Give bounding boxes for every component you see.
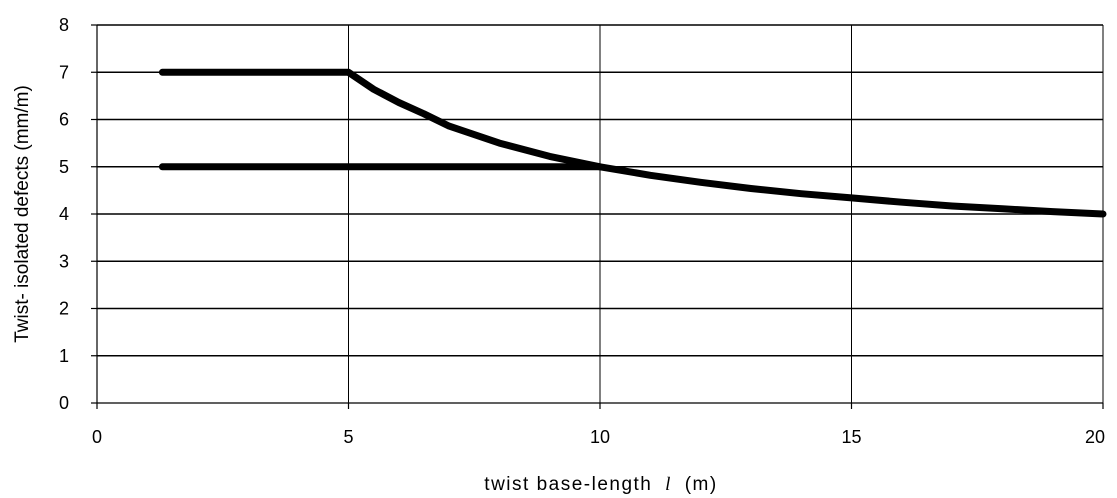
y-tick-label-8: 8 [59, 15, 69, 35]
x-tick-label-0: 0 [92, 427, 102, 447]
x-tick-label-20: 20 [1085, 427, 1105, 447]
x-tick-labels: 0 5 10 15 20 [92, 427, 1105, 447]
y-tick-label-5: 5 [59, 157, 69, 177]
y-tick-label-6: 6 [59, 110, 69, 130]
x-axis-title-unit: (m) [685, 474, 718, 495]
x-tick-label-10: 10 [590, 427, 610, 447]
x-tick-label-5: 5 [343, 427, 353, 447]
y-tick-label-0: 0 [59, 393, 69, 413]
y-tick-label-7: 7 [59, 62, 69, 82]
y-tick-label-3: 3 [59, 251, 69, 271]
x-axis-title: twist base-length l (m) [484, 474, 717, 495]
axes [91, 24, 1104, 409]
series-line-1 [158, 68, 1107, 218]
x-axis-title-variable: l [665, 474, 672, 495]
x-axis-title-main: twist base-length [484, 474, 652, 495]
y-axis-title: Twist- isolated defects (mm/m) [12, 85, 33, 343]
y-tick-label-1: 1 [59, 346, 69, 366]
series-group [158, 68, 1107, 218]
y-tick-labels: 0 1 2 3 4 5 6 7 8 [59, 15, 69, 413]
x-tick-label-15: 15 [841, 427, 861, 447]
y-tick-label-2: 2 [59, 299, 69, 319]
y-tick-label-4: 4 [59, 204, 69, 224]
